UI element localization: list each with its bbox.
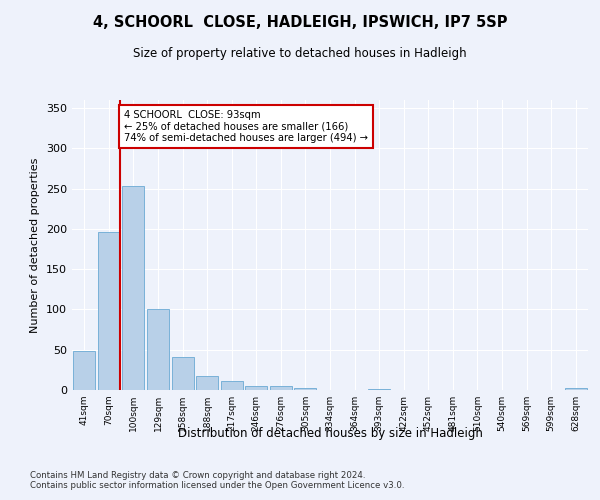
Bar — [172, 357, 194, 390]
Text: 4, SCHOORL  CLOSE, HADLEIGH, IPSWICH, IP7 5SP: 4, SCHOORL CLOSE, HADLEIGH, IPSWICH, IP7… — [93, 15, 507, 30]
Text: 4 SCHOORL  CLOSE: 93sqm
← 25% of detached houses are smaller (166)
74% of semi-d: 4 SCHOORL CLOSE: 93sqm ← 25% of detached… — [124, 110, 368, 143]
Bar — [147, 308, 169, 390]
Bar — [196, 376, 218, 390]
Bar — [98, 232, 120, 390]
Bar — [73, 352, 95, 390]
Bar — [565, 388, 587, 390]
Text: Size of property relative to detached houses in Hadleigh: Size of property relative to detached ho… — [133, 48, 467, 60]
Bar — [245, 386, 268, 390]
Bar — [122, 186, 145, 390]
Text: Contains HM Land Registry data © Crown copyright and database right 2024.
Contai: Contains HM Land Registry data © Crown c… — [30, 470, 404, 490]
Bar — [368, 389, 390, 390]
Bar — [221, 381, 243, 390]
Bar — [295, 388, 316, 390]
Text: Distribution of detached houses by size in Hadleigh: Distribution of detached houses by size … — [178, 428, 482, 440]
Y-axis label: Number of detached properties: Number of detached properties — [31, 158, 40, 332]
Bar — [270, 386, 292, 390]
